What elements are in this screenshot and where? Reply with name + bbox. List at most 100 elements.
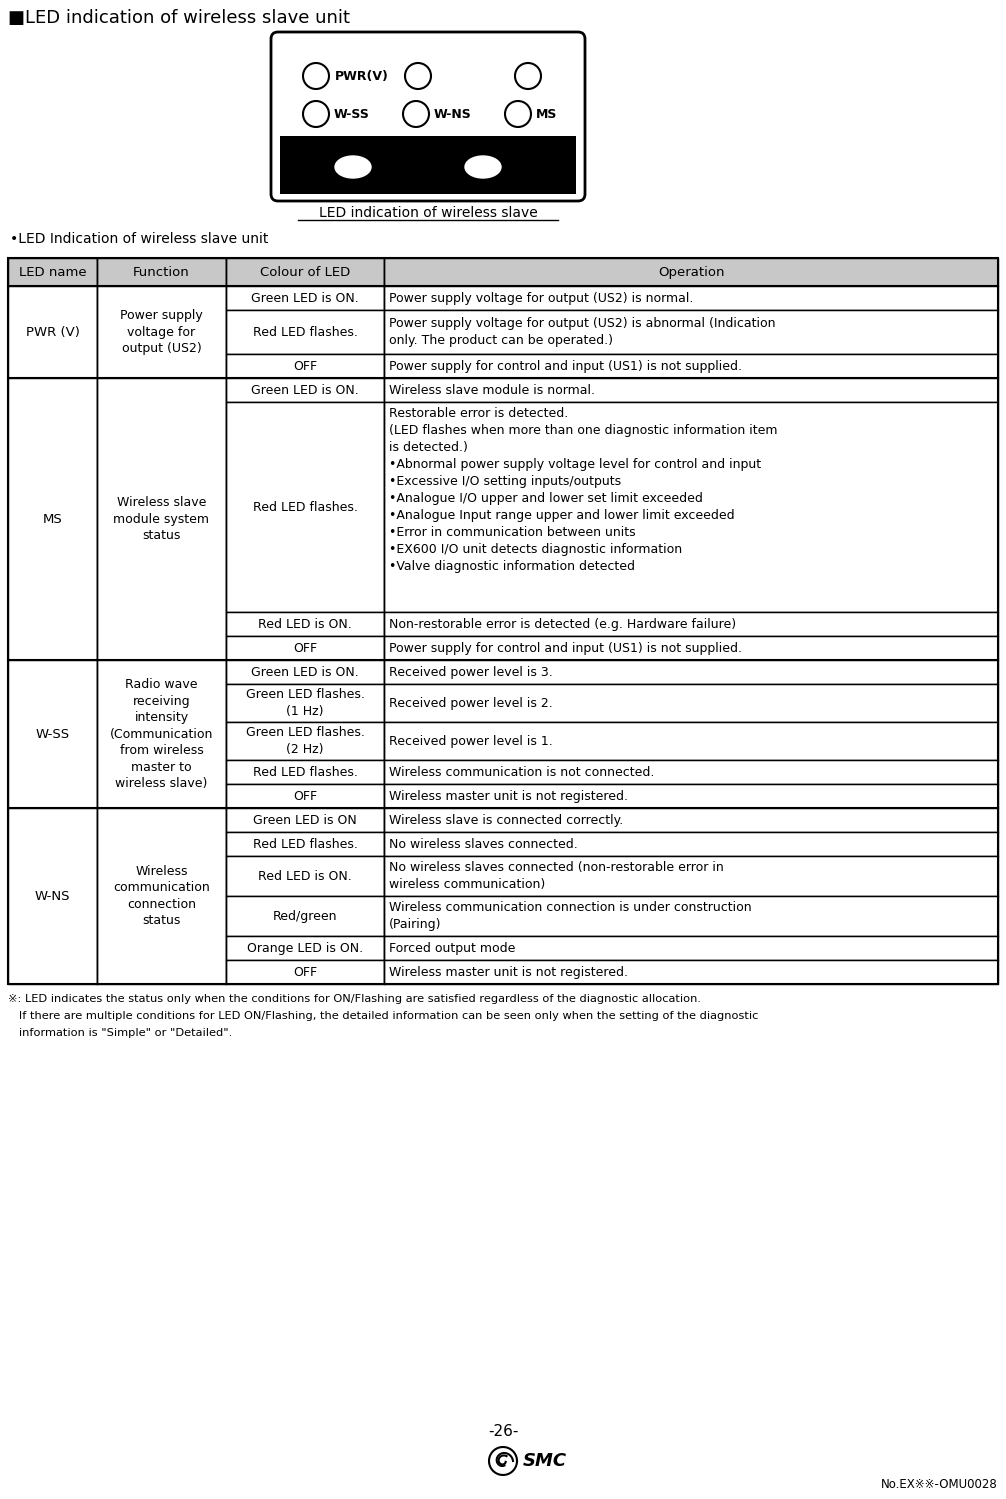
Bar — [225, 760, 384, 784]
Text: OFF: OFF — [293, 360, 317, 372]
Text: W-SS: W-SS — [35, 727, 69, 741]
Text: Wireless communication is not connected.: Wireless communication is not connected. — [389, 766, 655, 778]
Bar — [8, 808, 98, 983]
Bar — [384, 258, 998, 286]
Text: W-SS: W-SS — [334, 108, 370, 120]
Text: Wireless master unit is not registered.: Wireless master unit is not registered. — [389, 965, 628, 979]
Text: PWR (V): PWR (V) — [25, 325, 79, 339]
Text: Red LED is ON.: Red LED is ON. — [259, 618, 352, 631]
Bar — [8, 258, 98, 286]
Text: Received power level is 2.: Received power level is 2. — [389, 697, 553, 709]
Bar — [384, 378, 998, 402]
Bar — [384, 660, 998, 684]
Text: SMC: SMC — [523, 1453, 567, 1471]
Bar — [8, 286, 98, 378]
Text: LED name: LED name — [19, 265, 87, 279]
Text: Wireless slave
module system
status: Wireless slave module system status — [114, 496, 209, 543]
Text: ■LED indication of wireless slave unit: ■LED indication of wireless slave unit — [8, 9, 350, 27]
Text: No.EX※※-OMU0028: No.EX※※-OMU0028 — [881, 1478, 998, 1492]
Bar — [225, 310, 384, 354]
Text: Restorable error is detected.
(LED flashes when more than one diagnostic informa: Restorable error is detected. (LED flash… — [389, 408, 778, 573]
Text: W-NS: W-NS — [35, 889, 70, 902]
Bar — [384, 636, 998, 660]
Bar — [225, 684, 384, 723]
Text: Green LED flashes.
(1 Hz): Green LED flashes. (1 Hz) — [245, 688, 364, 718]
Text: Orange LED is ON.: Orange LED is ON. — [246, 941, 363, 955]
Text: MS: MS — [42, 513, 62, 526]
Text: Red LED flashes.: Red LED flashes. — [253, 325, 357, 339]
Bar — [8, 660, 98, 808]
Text: Green LED is ON: Green LED is ON — [254, 814, 357, 826]
Text: Power supply voltage for output (US2) is abnormal (Indication
only. The product : Power supply voltage for output (US2) is… — [389, 316, 776, 346]
Text: Wireless master unit is not registered.: Wireless master unit is not registered. — [389, 790, 628, 802]
Bar — [384, 832, 998, 856]
Text: Operation: Operation — [658, 265, 724, 279]
Text: Green LED is ON.: Green LED is ON. — [252, 666, 359, 679]
Bar — [225, 636, 384, 660]
Bar — [225, 935, 384, 959]
Text: Received power level is 1.: Received power level is 1. — [389, 735, 553, 748]
Text: OFF: OFF — [293, 790, 317, 802]
Text: Green LED is ON.: Green LED is ON. — [252, 291, 359, 304]
Bar — [98, 660, 225, 808]
Bar — [384, 784, 998, 808]
Text: Power supply
voltage for
output (US2): Power supply voltage for output (US2) — [120, 309, 203, 355]
Bar — [98, 808, 225, 983]
Text: information is "Simple" or "Detailed".: information is "Simple" or "Detailed". — [8, 1028, 232, 1037]
Bar — [225, 896, 384, 935]
Text: MS: MS — [536, 108, 557, 120]
Bar — [8, 258, 998, 983]
Text: ※: LED indicates the status only when the conditions for ON/Flashing are satisfi: ※: LED indicates the status only when th… — [8, 994, 701, 1004]
Bar — [384, 935, 998, 959]
Text: Radio wave
receiving
intensity
(Communication
from wireless
master to
wireless s: Radio wave receiving intensity (Communic… — [110, 678, 213, 790]
Bar — [225, 660, 384, 684]
Bar — [384, 402, 998, 612]
Bar — [98, 286, 225, 378]
Bar — [384, 959, 998, 983]
Text: W-NS: W-NS — [434, 108, 472, 120]
Bar — [8, 378, 98, 660]
Bar — [384, 684, 998, 723]
Text: Red/green: Red/green — [273, 910, 337, 922]
Text: Wireless
communication
connection
status: Wireless communication connection status — [113, 865, 210, 928]
Bar — [225, 723, 384, 760]
Text: Colour of LED: Colour of LED — [260, 265, 350, 279]
Text: Non-restorable error is detected (e.g. Hardware failure): Non-restorable error is detected (e.g. H… — [389, 618, 736, 631]
Bar — [98, 258, 225, 286]
FancyBboxPatch shape — [271, 31, 585, 201]
Text: Wireless communication connection is under construction
(Pairing): Wireless communication connection is und… — [389, 901, 751, 931]
Text: Red LED flashes.: Red LED flashes. — [253, 766, 357, 778]
Text: If there are multiple conditions for LED ON/Flashing, the detailed information c: If there are multiple conditions for LED… — [8, 1010, 759, 1021]
Bar — [384, 856, 998, 896]
Text: Power supply voltage for output (US2) is normal.: Power supply voltage for output (US2) is… — [389, 291, 693, 304]
Text: No wireless slaves connected (non-restorable error in
wireless communication): No wireless slaves connected (non-restor… — [389, 862, 724, 890]
Bar — [225, 959, 384, 983]
Bar — [225, 286, 384, 310]
Bar — [280, 136, 576, 193]
Text: Received power level is 3.: Received power level is 3. — [389, 666, 553, 679]
Ellipse shape — [335, 156, 371, 178]
Text: OFF: OFF — [293, 642, 317, 655]
Ellipse shape — [465, 156, 501, 178]
Bar — [225, 808, 384, 832]
Bar — [384, 286, 998, 310]
Text: Wireless slave module is normal.: Wireless slave module is normal. — [389, 384, 596, 397]
Text: PWR(V): PWR(V) — [335, 69, 389, 82]
Text: Red LED is ON.: Red LED is ON. — [259, 869, 352, 883]
Text: OFF: OFF — [293, 965, 317, 979]
Text: Green LED is ON.: Green LED is ON. — [252, 384, 359, 397]
Text: -26-: -26- — [488, 1424, 518, 1439]
Text: •LED Indication of wireless slave unit: •LED Indication of wireless slave unit — [10, 232, 269, 246]
Bar — [225, 378, 384, 402]
Bar — [225, 832, 384, 856]
Bar — [384, 723, 998, 760]
Text: Red LED flashes.: Red LED flashes. — [253, 501, 357, 514]
Text: Function: Function — [133, 265, 190, 279]
Text: Forced output mode: Forced output mode — [389, 941, 515, 955]
Text: Power supply for control and input (US1) is not supplied.: Power supply for control and input (US1)… — [389, 360, 742, 372]
Bar — [225, 612, 384, 636]
Text: No wireless slaves connected.: No wireless slaves connected. — [389, 838, 578, 850]
Bar — [384, 760, 998, 784]
Bar — [225, 784, 384, 808]
Bar — [384, 354, 998, 378]
